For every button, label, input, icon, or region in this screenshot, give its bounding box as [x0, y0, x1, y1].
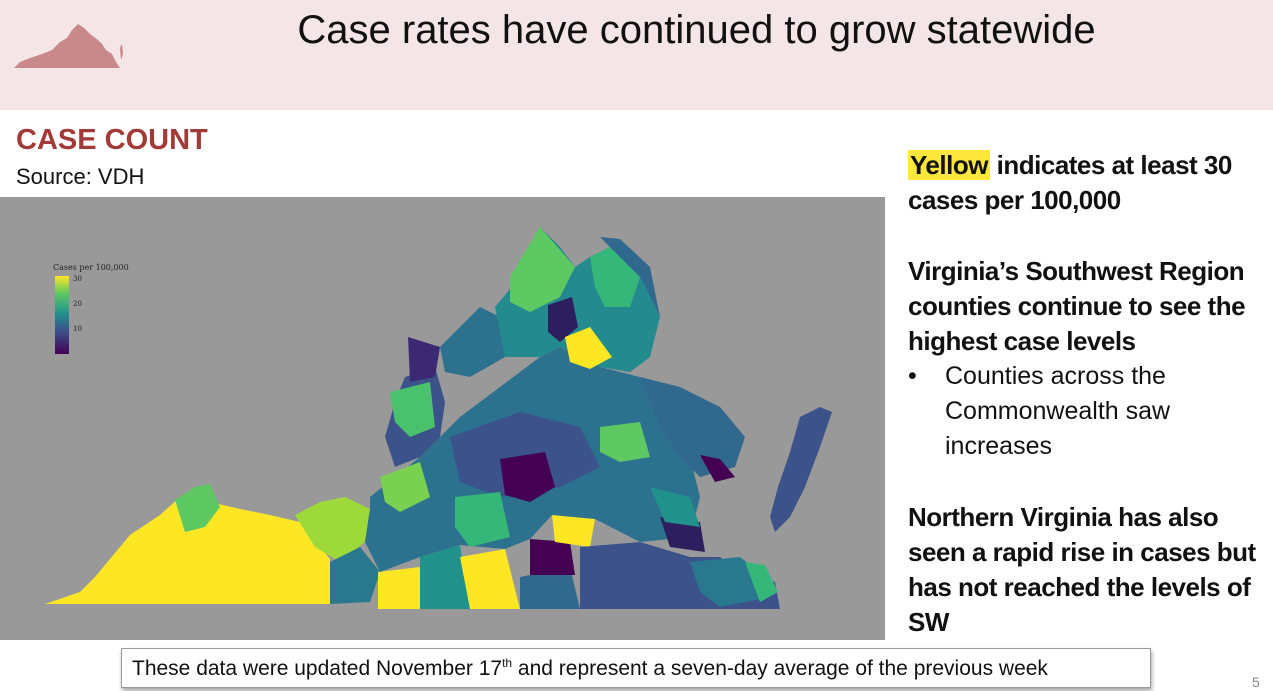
southwest-statement: Virginia’s Southwest Region counties con…: [908, 256, 1246, 356]
choropleth-map: Cases per 100,000 30 20 10: [0, 197, 885, 640]
header-band: Case rates have continued to grow statew…: [0, 0, 1273, 110]
county-region-neck: [640, 377, 745, 477]
bullet-text: Counties across the Commonwealth saw inc…: [945, 362, 1171, 460]
legend-tick-30: 30: [73, 275, 82, 283]
source-label: Source: VDH: [16, 164, 145, 189]
county-region-central-green2: [380, 462, 430, 512]
yellow-indicator-text: Yellow indicates at least 30 cases per 1…: [908, 148, 1268, 218]
county-region-sw-yellow2: [378, 567, 420, 609]
note-before: These data were updated November 17: [132, 657, 503, 680]
legend-color-scale: [55, 276, 69, 354]
county-region-south-yellow3: [552, 515, 595, 547]
county-region-north-navy: [600, 237, 660, 317]
note-after: and represent a seven-day average of the…: [512, 657, 1048, 680]
county-region-valley-purple: [408, 337, 440, 382]
county-region-north-green: [510, 227, 575, 312]
data-note-box: These data were updated November 17th an…: [121, 648, 1151, 688]
note-sup: th: [502, 656, 513, 670]
key-points-panel: Yellow indicates at least 30 cases per 1…: [908, 148, 1268, 640]
highlight-word: Yellow: [908, 150, 990, 180]
legend-title: Cases per 100,000: [53, 263, 129, 272]
county-region-sw-green: [175, 484, 220, 532]
legend-tick-20: 20: [73, 300, 82, 308]
county-region-peninsula-teal: [650, 487, 700, 527]
county-region-se-green: [745, 562, 778, 602]
northern-va-statement: Northern Virginia has also seen a rapid …: [908, 502, 1256, 637]
county-region-central-green: [600, 422, 650, 462]
county-region-south-yellow: [460, 549, 520, 609]
county-region-neck-purple: [700, 455, 735, 482]
page-title: Case rates have continued to grow statew…: [297, 8, 1096, 52]
county-region-north-purple: [548, 297, 578, 342]
data-note: These data were updated November 17th an…: [132, 656, 1048, 681]
county-region-sw-teal: [330, 547, 380, 604]
section-title: CASE COUNT: [16, 124, 208, 156]
county-region-southwest: [45, 489, 330, 604]
county-region-south-navy: [520, 567, 580, 609]
county-region-central-navy: [450, 412, 600, 497]
bullet-icon: •: [908, 362, 917, 390]
county-region-south-teal: [420, 545, 470, 609]
county-region-valley-teal: [440, 307, 505, 377]
page-number: 5: [1252, 674, 1260, 690]
county-region-eastern-shore: [770, 407, 832, 532]
legend-tick-10: 10: [73, 325, 82, 333]
county-region-south-purple: [530, 539, 575, 575]
virginia-logo-icon: [14, 24, 123, 68]
county-region-central-purple: [500, 452, 555, 502]
virginia-county-map: [45, 227, 832, 609]
bullet-item: • Counties across the Commonwealth saw i…: [908, 359, 1268, 464]
county-region-north-green2: [590, 247, 640, 307]
county-region-valley-green: [390, 382, 435, 437]
county-region-central-green3: [455, 492, 510, 547]
county-region-north-yellow: [565, 327, 612, 369]
county-region-sw-light: [295, 497, 370, 562]
highlight-rest: indicates at least 30 cases per 100,000: [908, 150, 1232, 215]
